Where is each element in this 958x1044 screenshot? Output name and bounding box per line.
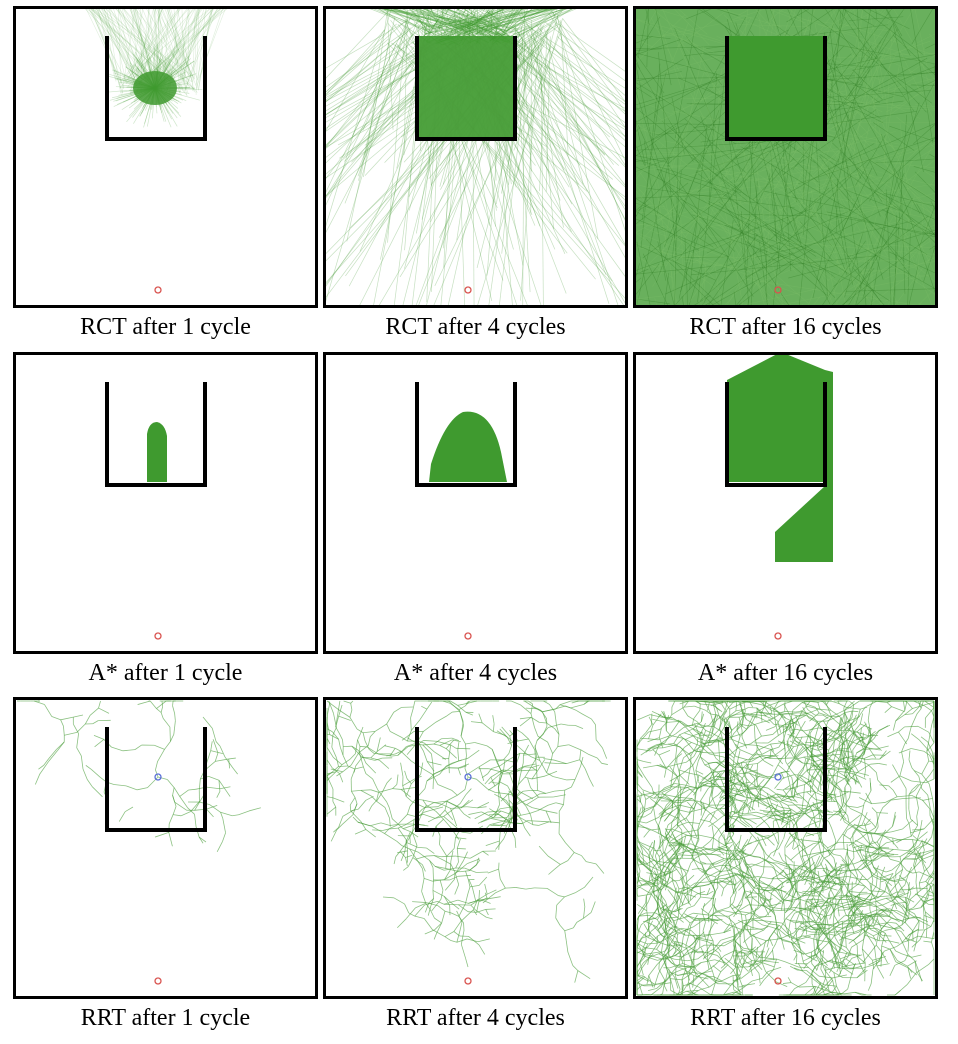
panel-caption: RCT after 16 cycles bbox=[689, 314, 882, 340]
panel-frame bbox=[13, 697, 318, 999]
map-view bbox=[323, 697, 628, 999]
ray-cloud bbox=[636, 9, 935, 305]
panel-border bbox=[13, 6, 318, 308]
explored-region bbox=[727, 355, 833, 562]
goal-marker bbox=[464, 773, 472, 781]
obstacle-cup bbox=[415, 36, 517, 141]
start-marker bbox=[464, 977, 472, 985]
map-view bbox=[633, 6, 938, 308]
obstacle-cup bbox=[415, 382, 517, 487]
explored-region bbox=[429, 411, 507, 482]
panel-caption: RCT after 1 cycle bbox=[80, 314, 251, 340]
obstacle-cup bbox=[105, 727, 207, 832]
start-marker bbox=[774, 977, 782, 985]
panel-caption: RRT after 16 cycles bbox=[690, 1005, 881, 1031]
panel-border bbox=[633, 352, 938, 654]
start-marker bbox=[774, 286, 782, 294]
obstacle-cup bbox=[105, 382, 207, 487]
start-marker bbox=[154, 977, 162, 985]
panel-border bbox=[13, 352, 318, 654]
rrt-tree bbox=[326, 700, 611, 983]
panel-rrt-16: RRT after 16 cycles bbox=[633, 697, 938, 1039]
obstacle-cup bbox=[725, 36, 827, 141]
map-view bbox=[633, 697, 938, 999]
panel-border bbox=[323, 6, 628, 308]
map-view bbox=[13, 6, 318, 308]
panel-caption: A* after 1 cycle bbox=[88, 660, 243, 686]
panel-astar-4: A* after 4 cycles bbox=[323, 352, 628, 694]
panel-rct-4: RCT after 4 cycles bbox=[323, 6, 628, 348]
panel-border bbox=[323, 352, 628, 654]
panel-border bbox=[13, 697, 318, 999]
panel-frame bbox=[13, 352, 318, 654]
panel-caption: RCT after 4 cycles bbox=[385, 314, 566, 340]
panel-rct-16: RCT after 16 cycles bbox=[633, 6, 938, 348]
start-marker bbox=[154, 632, 162, 640]
start-marker bbox=[464, 286, 472, 294]
panel-frame bbox=[323, 697, 628, 999]
explored-region bbox=[147, 422, 167, 482]
panel-caption: RRT after 4 cycles bbox=[386, 1005, 565, 1031]
obstacle-cup bbox=[725, 727, 827, 832]
panel-border bbox=[633, 697, 938, 999]
start-marker bbox=[464, 632, 472, 640]
panel-caption: A* after 4 cycles bbox=[393, 660, 558, 686]
panel-rct-1: RCT after 1 cycle bbox=[13, 6, 318, 348]
obstacle-cup bbox=[725, 382, 827, 487]
obstacle-cup bbox=[105, 36, 207, 141]
map-view bbox=[13, 352, 318, 654]
ray-cloud bbox=[84, 9, 228, 128]
map-view bbox=[323, 352, 628, 654]
start-marker bbox=[774, 632, 782, 640]
panel-frame bbox=[13, 6, 318, 308]
panel-caption: A* after 16 cycles bbox=[697, 660, 874, 686]
goal-marker bbox=[774, 773, 782, 781]
obstacle-cup bbox=[415, 727, 517, 832]
ray-cloud bbox=[326, 9, 625, 305]
goal-marker bbox=[154, 773, 162, 781]
map-view bbox=[633, 352, 938, 654]
map-view bbox=[323, 6, 628, 308]
panel-astar-1: A* after 1 cycle bbox=[13, 352, 318, 694]
map-view bbox=[13, 697, 318, 999]
panel-border bbox=[633, 6, 938, 308]
panel-frame bbox=[323, 352, 628, 654]
rrt-tree bbox=[636, 700, 935, 996]
start-marker bbox=[154, 286, 162, 294]
panel-caption: RRT after 1 cycle bbox=[80, 1005, 251, 1031]
panel-border bbox=[323, 697, 628, 999]
panel-astar-16: A* after 16 cycles bbox=[633, 352, 938, 694]
rrt-tree bbox=[17, 700, 261, 852]
panel-rrt-1: RRT after 1 cycle bbox=[13, 697, 318, 1039]
panel-rrt-4: RRT after 4 cycles bbox=[323, 697, 628, 1039]
